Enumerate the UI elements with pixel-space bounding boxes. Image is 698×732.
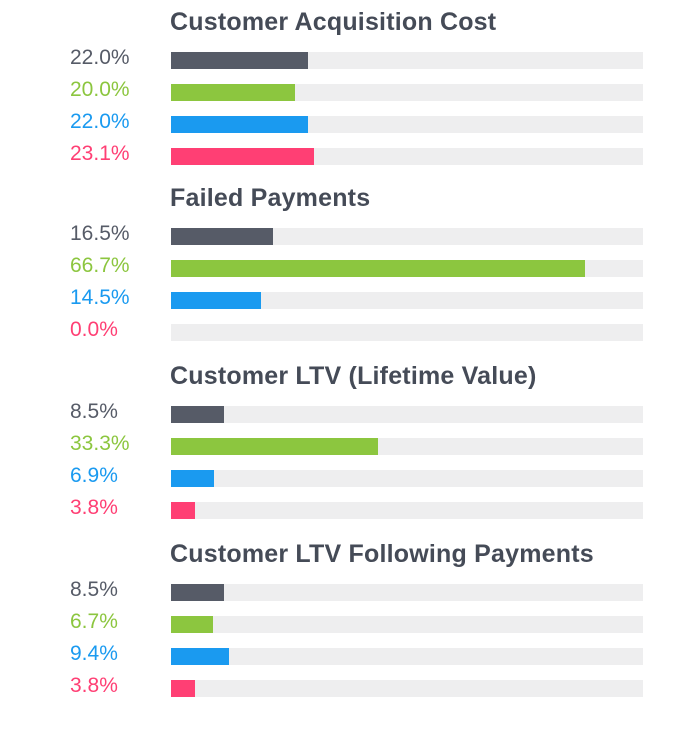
bar-row: 0.0% (0, 316, 698, 348)
value-label: 3.8% (70, 674, 118, 697)
bar-track (171, 648, 643, 665)
bar-track (171, 292, 643, 309)
bar-row: 22.0% (0, 108, 698, 140)
value-label: 23.1% (70, 142, 130, 165)
bar-row: 8.5% (0, 398, 698, 430)
bar-track (171, 324, 643, 341)
bar-row: 66.7% (0, 252, 698, 284)
bar-row: 6.7% (0, 608, 698, 640)
value-label: 20.0% (70, 78, 130, 101)
value-label: 3.8% (70, 496, 118, 519)
metric-group: Customer LTV (Lifetime Value) 8.5% 33.3% 6.… (0, 362, 698, 526)
bar-row: 16.5% (0, 220, 698, 252)
bar (171, 84, 295, 101)
bar (171, 228, 273, 245)
bar (171, 680, 195, 697)
bar-row: 14.5% (0, 284, 698, 316)
bar (171, 616, 213, 633)
bar (171, 116, 308, 133)
value-label: 66.7% (70, 254, 130, 277)
metric-group: Customer Acquisition Cost 22.0% 20.0% 22.0%… (0, 8, 698, 172)
bar-track (171, 260, 643, 277)
bar-row: 23.1% (0, 140, 698, 172)
metric-group: Customer LTV Following Payments 8.5% 6.7% 9… (0, 540, 698, 704)
bar-track (171, 84, 643, 101)
value-label: 9.4% (70, 642, 118, 665)
bar-track (171, 438, 643, 455)
value-label: 0.0% (70, 318, 118, 341)
bar-row: 8.5% (0, 576, 698, 608)
bar (171, 148, 314, 165)
metric-group: Failed Payments 16.5% 66.7% 14.5% 0.0% (0, 184, 698, 348)
group-title: Customer LTV (Lifetime Value) (170, 362, 537, 390)
bar (171, 470, 214, 487)
bar (171, 584, 224, 601)
value-label: 14.5% (70, 286, 130, 309)
bar (171, 52, 308, 69)
bar-row: 3.8% (0, 494, 698, 526)
bar-row: 3.8% (0, 672, 698, 704)
bar-track (171, 52, 643, 69)
bar-track (171, 470, 643, 487)
bar-row: 9.4% (0, 640, 698, 672)
group-title: Failed Payments (170, 184, 371, 212)
bar-track (171, 228, 643, 245)
value-label: 6.7% (70, 610, 118, 633)
bar-track (171, 502, 643, 519)
bar-track (171, 616, 643, 633)
bar (171, 648, 229, 665)
bar (171, 260, 585, 277)
value-label: 33.3% (70, 432, 130, 455)
value-label: 16.5% (70, 222, 130, 245)
bar-row: 20.0% (0, 76, 698, 108)
value-label: 8.5% (70, 400, 118, 423)
bar-row: 6.9% (0, 462, 698, 494)
group-title: Customer LTV Following Payments (170, 540, 594, 568)
value-label: 22.0% (70, 46, 130, 69)
value-label: 8.5% (70, 578, 118, 601)
bar (171, 292, 261, 309)
value-label: 22.0% (70, 110, 130, 133)
bar-track (171, 680, 643, 697)
bar (171, 406, 224, 423)
bar (171, 502, 195, 519)
bar (171, 438, 378, 455)
bar-track (171, 406, 643, 423)
bar-row: 22.0% (0, 44, 698, 76)
bar-row: 33.3% (0, 430, 698, 462)
bar-track (171, 116, 643, 133)
value-label: 6.9% (70, 464, 118, 487)
bar-track (171, 584, 643, 601)
bar-track (171, 148, 643, 165)
group-title: Customer Acquisition Cost (170, 8, 497, 36)
